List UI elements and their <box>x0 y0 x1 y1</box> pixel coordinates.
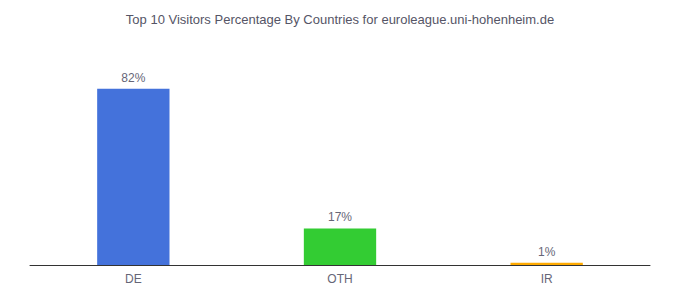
svg-text:82%: 82% <box>121 71 145 85</box>
svg-text:Top 10 Visitors Percentage By: Top 10 Visitors Percentage By Countries … <box>126 12 554 27</box>
svg-text:IR: IR <box>541 272 553 286</box>
svg-text:DE: DE <box>125 272 142 286</box>
svg-text:17%: 17% <box>328 210 352 224</box>
svg-text:1%: 1% <box>538 245 556 259</box>
svg-text:OTH: OTH <box>327 272 352 286</box>
